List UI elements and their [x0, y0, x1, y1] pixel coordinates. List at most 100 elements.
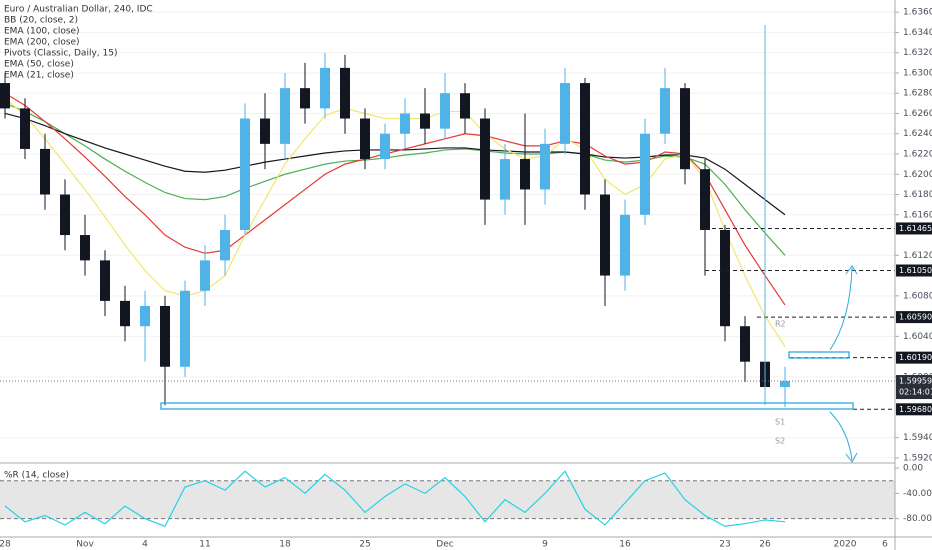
level-label: 1.61050: [899, 266, 932, 275]
y-tick-label: 1.63600: [903, 8, 932, 18]
countdown: 02:14:01: [899, 388, 932, 397]
x-tick-label: 23: [719, 540, 730, 550]
line-series: [4, 470, 786, 527]
y-tick-label: 1.63000: [903, 68, 932, 78]
x-tick-label: Nov: [76, 540, 94, 550]
y-tick-label: 1.63400: [903, 28, 932, 38]
level-label: 1.60190: [899, 353, 932, 362]
band: [0, 480, 895, 519]
legend-entry: EMA (50, close): [4, 60, 74, 70]
candle-body: [300, 88, 310, 109]
legend-entry: EMA (100, close): [4, 27, 80, 37]
y-tick-label: 1.62200: [903, 149, 932, 159]
level-label: 1.60590: [899, 313, 932, 322]
legend-pivots: Pivots (Classic, Daily, 15): [4, 49, 117, 59]
pivot-label: S1: [775, 418, 785, 427]
candle-body: [0, 83, 10, 109]
candle-body: [200, 260, 210, 291]
legend-bb: BB (20, close, 2): [4, 16, 78, 26]
y-tick-label: 1.62600: [903, 109, 932, 119]
y-tick-label: 1.59400: [903, 433, 932, 443]
candle-body: [400, 113, 410, 134]
candle-body: [480, 118, 490, 200]
line-series: [4, 92, 786, 306]
candle-body: [340, 67, 350, 119]
y-tick-label: 0.00: [903, 464, 923, 474]
last-price-tag: [896, 375, 932, 400]
x-tick-label: 16: [619, 540, 631, 550]
x-tick-label: 2020: [834, 540, 857, 550]
candle-body: [100, 260, 110, 301]
y-tick-label: -40.00: [903, 489, 932, 499]
candle-body: [60, 194, 70, 236]
candle-body: [320, 67, 330, 109]
candle-body: [560, 83, 570, 144]
line-series: [4, 112, 786, 216]
y-tick-label: 1.60400: [903, 332, 932, 342]
y-tick-label: 1.60800: [903, 291, 932, 301]
candle-body: [440, 93, 450, 129]
candle-body: [140, 305, 150, 327]
candle-body: [500, 159, 510, 200]
y-tick-label: 1.62400: [903, 129, 932, 139]
resistance-box: [788, 351, 850, 359]
x-tick-label: 28: [0, 540, 11, 550]
candle-body: [460, 93, 470, 119]
candle-body: [600, 194, 610, 276]
y-tick-label: 1.59200: [903, 453, 932, 463]
candle-body: [540, 143, 550, 190]
pivot-label: S2: [775, 437, 785, 446]
last-price-label: 1.59959: [899, 377, 932, 386]
level-tag: [896, 222, 932, 235]
line-series: [4, 97, 786, 347]
candle-body: [420, 113, 430, 129]
candle-body: [220, 229, 230, 261]
plot: 1.63600 1.63400 1.63200 1.63000 1.62800 1.626…: [0, 8, 932, 550]
candle-body: [360, 118, 370, 160]
x-tick-label: 18: [279, 540, 291, 550]
arrow-up-head: [845, 265, 858, 275]
candle-body: [660, 88, 670, 134]
candle-body: [180, 290, 190, 367]
support-box: [160, 402, 854, 410]
candle-body: [740, 326, 750, 362]
chart-title: Euro / Australian Dollar, 240, IDC: [4, 5, 153, 15]
level-tag: [896, 403, 932, 416]
candle-body: [720, 229, 730, 327]
x-tick-label: 11: [199, 540, 210, 550]
y-tick-label: 1.61800: [903, 190, 932, 200]
x-tick-label: Dec: [436, 540, 453, 550]
candle-body: [260, 118, 270, 144]
candle-body: [640, 133, 650, 215]
candle-body: [780, 381, 790, 388]
level-tag: [896, 351, 932, 364]
candle-body: [620, 214, 630, 276]
x-tick-label: 26: [759, 540, 771, 550]
y-tick-label: 1.62800: [903, 89, 932, 99]
level-tag: [896, 311, 932, 324]
y-tick-label: 1.61600: [903, 210, 932, 220]
arrow-up: [829, 267, 853, 351]
y-tick-label: 1.63200: [903, 48, 932, 58]
arrow-down-head: [845, 452, 858, 463]
x-tick-label: 6: [882, 540, 888, 550]
candle-body: [80, 235, 90, 261]
y-tick-label: -80.00: [903, 514, 932, 524]
x-tick-label: 25: [359, 540, 370, 550]
level-label: 1.59680: [899, 405, 932, 414]
legend-entry: EMA (21, close): [4, 71, 74, 81]
line-series: [4, 102, 786, 256]
candle-body: [160, 305, 170, 367]
y-tick-label: 1.61200: [903, 251, 932, 261]
y-tick-label: 1.62000: [903, 170, 932, 180]
candle-body: [700, 169, 710, 230]
candle-body: [240, 118, 250, 230]
candle-body: [580, 83, 590, 195]
pivot-label: R2: [775, 320, 786, 329]
legend-entry: EMA (200, close): [4, 38, 80, 48]
candle-body: [380, 133, 390, 160]
x-tick-label: 9: [542, 540, 548, 550]
arrow-down: [829, 411, 853, 461]
